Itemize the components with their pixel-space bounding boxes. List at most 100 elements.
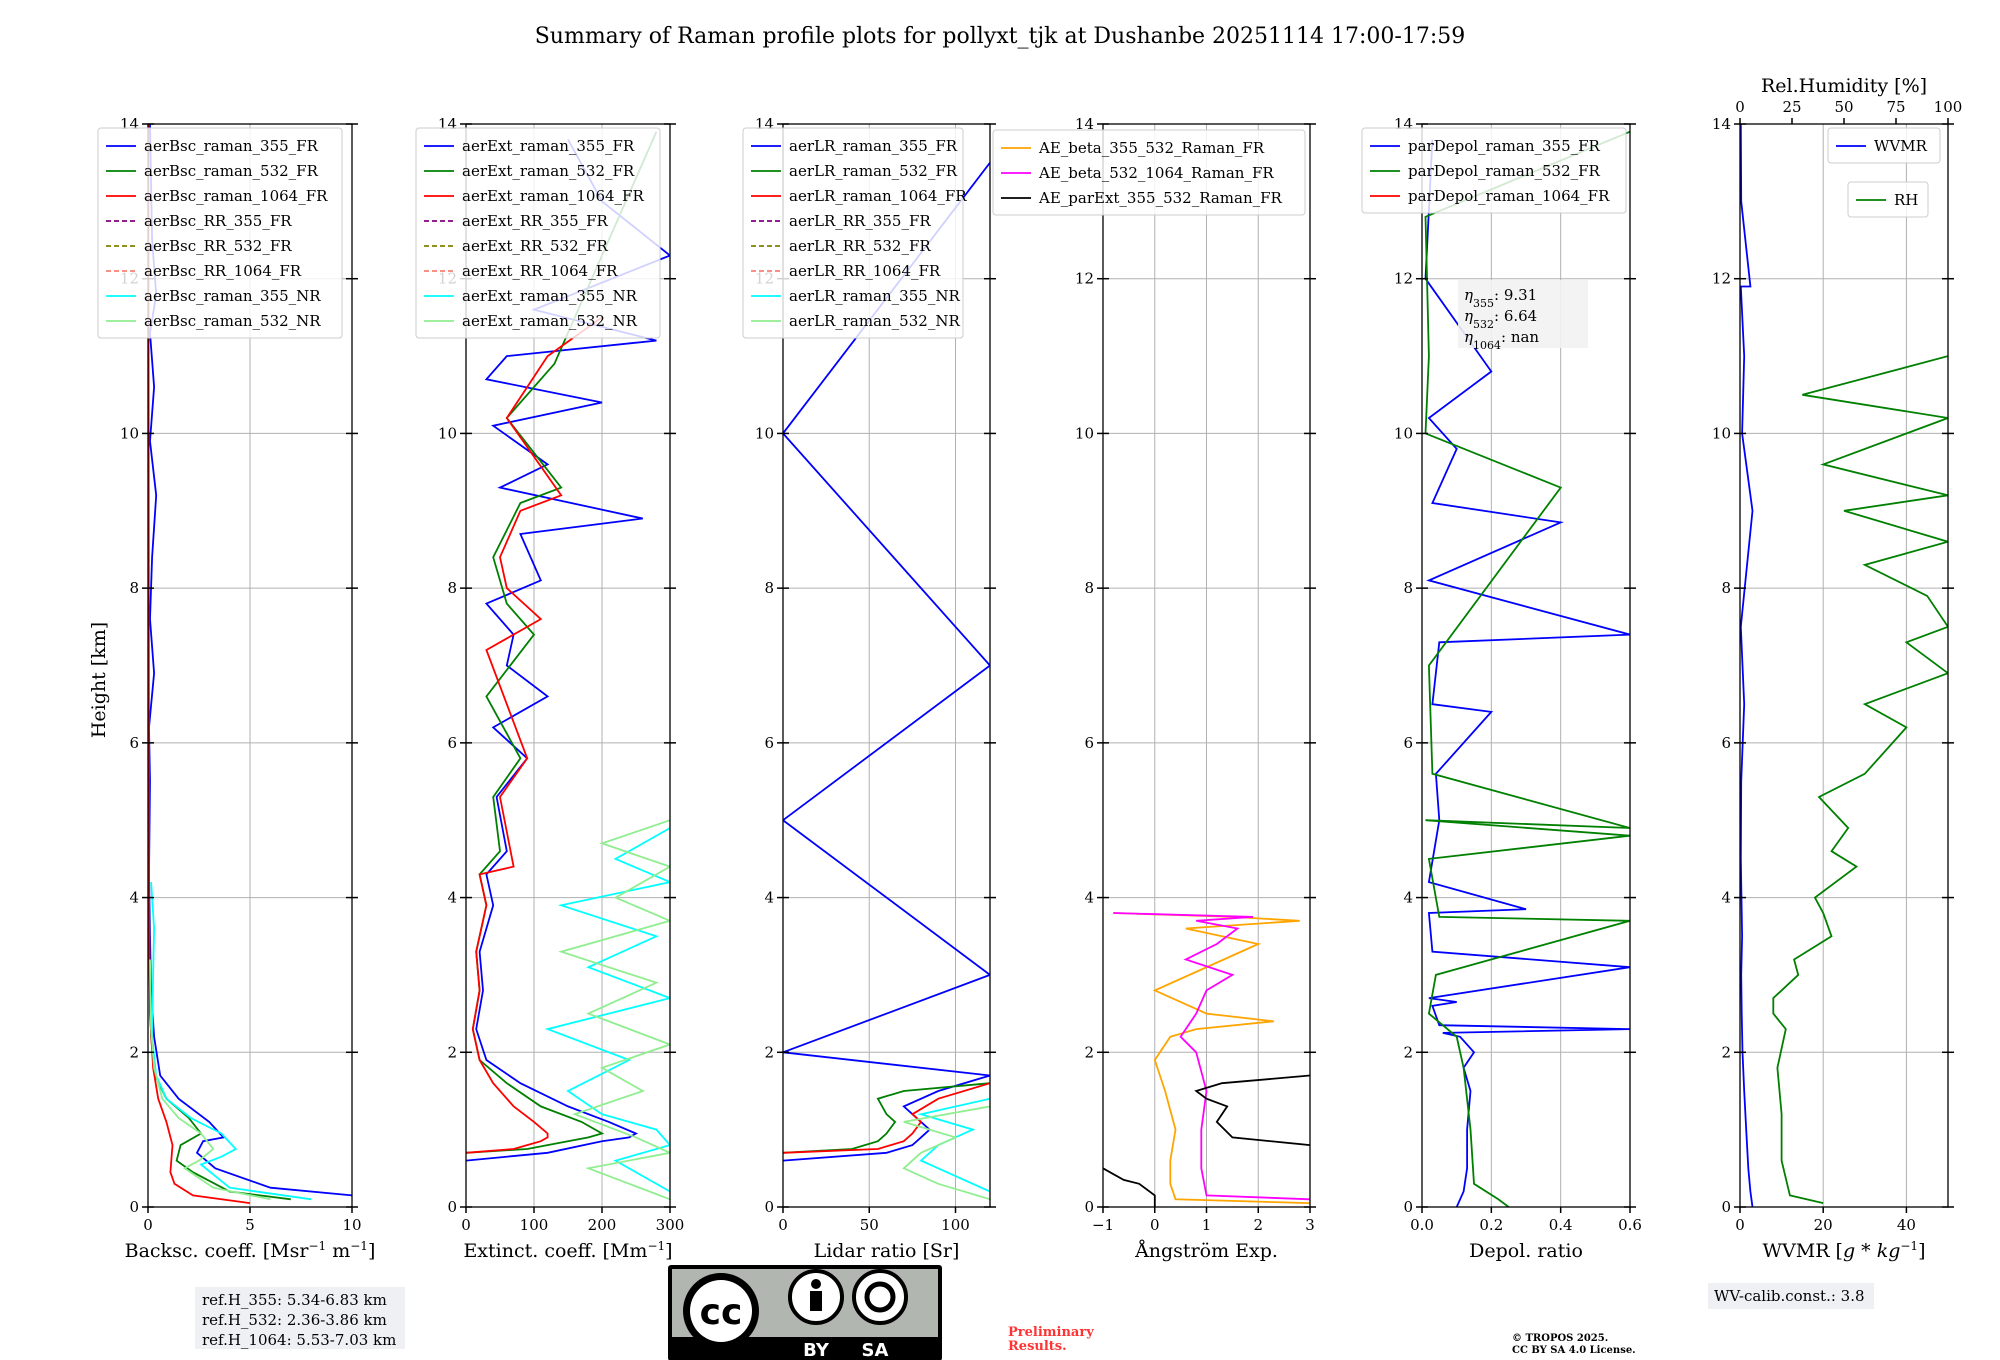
ytick-label: 4 xyxy=(1403,889,1413,907)
series-parDepol_raman_355_FR xyxy=(1424,139,1630,1207)
legend: WVMR xyxy=(1827,127,1941,164)
legend-entry: aerBsc_RR_355_FR xyxy=(144,212,292,230)
ytick-label: 2 xyxy=(1403,1043,1413,1061)
ytick-label: 4 xyxy=(1721,889,1731,907)
ytick-label: 6 xyxy=(1403,734,1413,752)
legend-entry: aerBsc_RR_532_FR xyxy=(144,237,292,255)
xtick-label: −1 xyxy=(1092,1216,1114,1234)
ref-height-355: ref.H_355: 5.34-6.83 km xyxy=(202,1291,387,1309)
series-group xyxy=(466,131,670,1201)
series-group xyxy=(1103,912,1310,1207)
legend-entry: aerLR_raman_1064_FR xyxy=(789,187,967,205)
series-group xyxy=(1424,130,1630,1207)
xlabel-depol: Depol. ratio xyxy=(1469,1240,1583,1262)
ytick-label: 14 xyxy=(1075,115,1094,133)
legend-entry: aerBsc_raman_532_NR xyxy=(144,312,321,330)
legend-entry: aerLR_raman_532_FR xyxy=(789,162,958,180)
legend-box xyxy=(1827,127,1941,164)
legend-entry: aerExt_RR_1064_FR xyxy=(462,262,618,280)
top-xtick-label: 100 xyxy=(1934,98,1963,116)
ytick-label: 10 xyxy=(1394,424,1413,442)
preliminary-line2: Results. xyxy=(1008,1339,1067,1354)
series-AE_beta_532_1064_Raman_FR xyxy=(1113,912,1310,1201)
series-AE_parExt_355_532_Raman_FR xyxy=(1194,1074,1310,1146)
xtick-label: 2 xyxy=(1253,1216,1263,1234)
axes-frame xyxy=(782,123,991,1208)
series-aerLR_raman_1064_FR xyxy=(783,1082,990,1154)
ytick-label: 4 xyxy=(129,889,139,907)
series-parDepol_raman_532_FR xyxy=(1424,130,1630,1207)
legend-entry: aerBsc_raman_355_FR xyxy=(144,137,319,155)
legend-entry: aerExt_raman_355_FR xyxy=(462,137,635,155)
ytick-label: 2 xyxy=(129,1043,139,1061)
legend: RH xyxy=(1847,181,1929,218)
xtick-label: 0 xyxy=(143,1216,153,1234)
xtick-label: 0 xyxy=(778,1216,788,1234)
xtick-label: 0.4 xyxy=(1549,1216,1573,1234)
legend-entry: aerLR_raman_532_NR xyxy=(789,312,960,330)
ref-height-1064: ref.H_1064: 5.53-7.03 km xyxy=(202,1331,396,1349)
by-person-icon xyxy=(788,1269,844,1325)
xtick-label: 3 xyxy=(1305,1216,1315,1234)
xtick-label: 100 xyxy=(941,1216,970,1234)
xlabel-part: Backsc. coeff. [Msr xyxy=(125,1240,310,1262)
ytick-label: 0 xyxy=(1084,1198,1094,1216)
xlabel-part: −1 xyxy=(308,1239,326,1253)
xtick-label: 20 xyxy=(1814,1216,1833,1234)
ytick-label: 8 xyxy=(1084,579,1094,597)
xlabel-part: Depol. ratio xyxy=(1469,1240,1583,1262)
xlabel-part: WVMR [ xyxy=(1762,1240,1842,1262)
by-label: BY xyxy=(803,1340,830,1360)
legend-box xyxy=(97,127,343,339)
legend-entry: aerLR_RR_532_FR xyxy=(789,237,931,255)
axes-frame xyxy=(1421,123,1631,1208)
series-group xyxy=(148,124,352,1204)
ytick-label: 8 xyxy=(447,579,457,597)
ytick-label: 10 xyxy=(1075,424,1094,442)
sa-share-icon xyxy=(852,1269,908,1325)
y-axis-label: Height [km] xyxy=(88,622,110,738)
series-AE_parExt_355_532_Raman_FR_low xyxy=(1103,1167,1156,1207)
legend-entry: aerLR_raman_355_NR xyxy=(789,287,960,305)
ref-heights-box: ref.H_355: 5.34-6.83 km ref.H_532: 2.36-… xyxy=(195,1287,405,1349)
xlabel-part: ] xyxy=(665,1240,672,1262)
series-aerBsc_raman_355_NR xyxy=(150,882,312,1201)
series-RH xyxy=(1772,355,1948,1204)
xlabel-part: ] xyxy=(1918,1240,1925,1262)
legend-box xyxy=(992,129,1306,216)
ytick-label: 4 xyxy=(1084,889,1094,907)
ytick-label: 12 xyxy=(1075,270,1094,288)
ytick-label: 0 xyxy=(1721,1198,1731,1216)
legend-entry: aerExt_raman_532_NR xyxy=(462,312,638,330)
ytick-label: 8 xyxy=(1403,579,1413,597)
legend-entry: aerBsc_raman_1064_FR xyxy=(144,187,328,205)
legend-entry: aerLR_raman_355_FR xyxy=(789,137,958,155)
legend-entry: aerBsc_RR_1064_FR xyxy=(144,262,302,280)
series-aerExt_raman_355_FR xyxy=(466,139,670,1162)
wv-calib-box: WV-calib.const.: 3.8 xyxy=(1708,1283,1874,1309)
ytick-label: 10 xyxy=(1712,424,1731,442)
legend-entry: aerExt_RR_532_FR xyxy=(462,237,609,255)
legend-box xyxy=(742,127,964,339)
legend: aerExt_raman_355_FR aerExt_raman_532_FRae… xyxy=(415,127,661,339)
legend: AE_beta_355_532_Raman_FR AE_beta_532_1064… xyxy=(992,129,1306,216)
xlabel-part: m xyxy=(326,1240,350,1262)
series-aerLR_raman_355_FR xyxy=(783,162,990,1162)
ytick-label: 6 xyxy=(447,734,457,752)
copyright-line2: CC BY SA 4.0 License. xyxy=(1512,1345,1636,1356)
legend-box xyxy=(415,127,661,339)
xlabel-part: −1 xyxy=(350,1239,368,1253)
eta-value: η532: 6.64 xyxy=(1464,307,1537,331)
legend-box xyxy=(1847,181,1929,218)
legend-entry: parDepol_raman_355_FR xyxy=(1408,137,1601,155)
eta-value: η1064: nan xyxy=(1464,328,1539,352)
ytick-label: 6 xyxy=(129,734,139,752)
xtick-label: 0.6 xyxy=(1618,1216,1642,1234)
wv-calib-const: WV-calib.const.: 3.8 xyxy=(1714,1287,1865,1305)
legend: aerBsc_raman_355_FR aerBsc_raman_532_FRae… xyxy=(97,127,343,339)
ytick-label: 0 xyxy=(764,1198,774,1216)
top-xtick-label: 0 xyxy=(1735,98,1745,116)
